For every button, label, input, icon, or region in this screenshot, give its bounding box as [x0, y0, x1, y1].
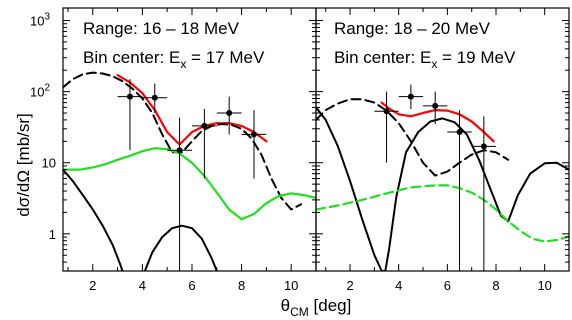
- panel-2-frame: [315, 7, 570, 272]
- panel-18-20-mev: Range: 18 – 20 MeV Bin center: Ex = 19 M…: [315, 7, 570, 272]
- black-dashed-curve: [63, 71, 303, 211]
- green-dashed-curve: [316, 184, 569, 243]
- x-axis-label: θCM [deg]: [281, 296, 352, 319]
- black-solid-curve: [143, 224, 218, 271]
- data-point: [126, 93, 133, 100]
- data-point: [176, 147, 183, 154]
- red-solid-curve: [380, 101, 495, 143]
- green-solid-curve: [63, 147, 316, 221]
- x-tick-label: 2: [89, 278, 96, 293]
- black-solid-curve: [63, 168, 124, 271]
- y-tick-label: 102: [30, 83, 50, 100]
- black-solid-curve: [316, 106, 569, 271]
- panel-16-18-mev: Range: 16 – 18 MeV Bin center: Ex = 17 M…: [62, 7, 317, 272]
- data-point: [250, 131, 257, 138]
- data-point: [432, 102, 439, 109]
- black-dashed-curve: [316, 98, 510, 177]
- data-point: [151, 94, 158, 101]
- data-point: [456, 129, 463, 136]
- x-tick-label: 6: [188, 278, 195, 293]
- y-tick-label: 10: [42, 156, 56, 171]
- x-tick-label: 8: [492, 278, 499, 293]
- red-solid-curve: [116, 74, 268, 146]
- x-tick-label: 6: [444, 278, 451, 293]
- panel-2-bin-center-annotation: Bin center: Ex = 19 MeV: [334, 48, 516, 71]
- data-point: [383, 108, 390, 115]
- data-point: [226, 110, 233, 117]
- y-axis-label: dσ/dΩ [mb/sr]: [14, 113, 33, 217]
- x-tick-label: 4: [139, 278, 146, 293]
- data-point: [201, 122, 208, 129]
- panel-1-range-annotation: Range: 16 – 18 MeV: [83, 19, 240, 38]
- data-point: [407, 93, 414, 100]
- x-tick-label: 10: [284, 278, 298, 293]
- x-tick-label: 4: [395, 278, 402, 293]
- panel-1-bin-center-annotation: Bin center: Ex = 17 MeV: [83, 48, 265, 71]
- y-tick-label: 103: [30, 12, 50, 29]
- x-tick-label: 2: [346, 278, 353, 293]
- data-point: [480, 143, 487, 150]
- x-tick-label: 8: [238, 278, 245, 293]
- y-tick-labels: 1 10 102 103: [30, 12, 56, 242]
- y-tick-label: 1: [49, 227, 56, 242]
- x-tick-labels: 2 4 6 8 10 2 4 6 8 10: [89, 278, 552, 293]
- panel-2-range-annotation: Range: 18 – 20 MeV: [334, 19, 491, 38]
- x-tick-label: 10: [537, 278, 551, 293]
